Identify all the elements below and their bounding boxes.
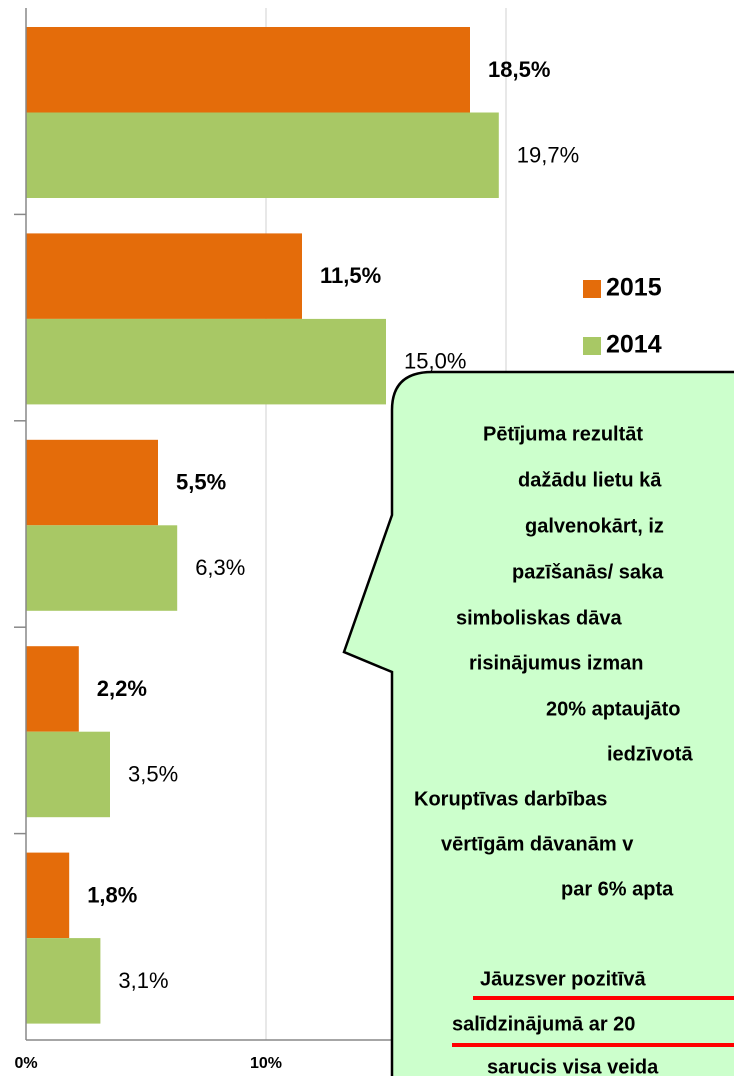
value-label: 2,2% — [97, 676, 147, 701]
callout-box — [342, 370, 734, 1076]
value-label: 15,0% — [404, 349, 466, 374]
callout-text: Pētījuma rezultāt — [483, 423, 643, 445]
value-label: 3,5% — [128, 762, 178, 787]
callout-text: Koruptīvas darbības — [414, 788, 607, 810]
callout-text: iedzīvotā — [607, 743, 693, 765]
bar — [26, 233, 302, 319]
callout-text: Jāuzsver pozitīvā — [480, 968, 647, 990]
bar — [26, 318, 386, 405]
value-label: 5,5% — [176, 470, 226, 495]
callout-text: pazīšanās/ saka — [512, 561, 664, 583]
legend-swatch — [583, 337, 601, 355]
x-tick-label: 0% — [14, 1055, 37, 1072]
bar — [26, 938, 101, 1024]
value-label: 11,5% — [320, 263, 381, 288]
legend-label: 2015 — [606, 274, 662, 302]
callout-text: dažādu lietu kā — [518, 469, 662, 491]
x-tick-label: 10% — [250, 1055, 282, 1072]
bar — [26, 646, 79, 732]
bar — [26, 525, 178, 611]
legend-label: 2014 — [606, 331, 662, 359]
callout-text: par 6% apta — [561, 878, 674, 900]
value-label: 18,5% — [488, 57, 550, 82]
bar — [26, 439, 158, 526]
value-label: 1,8% — [87, 882, 137, 907]
value-label: 3,1% — [118, 968, 168, 993]
value-label: 19,7% — [517, 142, 579, 167]
value-label: 6,3% — [195, 555, 245, 580]
callout-text: vērtīgām dāvanām v — [441, 833, 634, 855]
bar — [26, 27, 470, 113]
legend-swatch — [583, 280, 601, 298]
callout-text: risinājumus izman — [469, 652, 644, 674]
callout-text: sarucis visa veida — [487, 1056, 659, 1076]
bar — [26, 731, 110, 818]
bar — [26, 852, 70, 939]
callout-text: simboliskas dāva — [456, 607, 623, 629]
bar — [26, 112, 499, 198]
callout-text: galvenokārt, iz — [525, 515, 664, 537]
callout-text: salīdzinājumā ar 20 — [452, 1013, 635, 1035]
callout-text: 20% aptaujāto — [546, 698, 680, 720]
